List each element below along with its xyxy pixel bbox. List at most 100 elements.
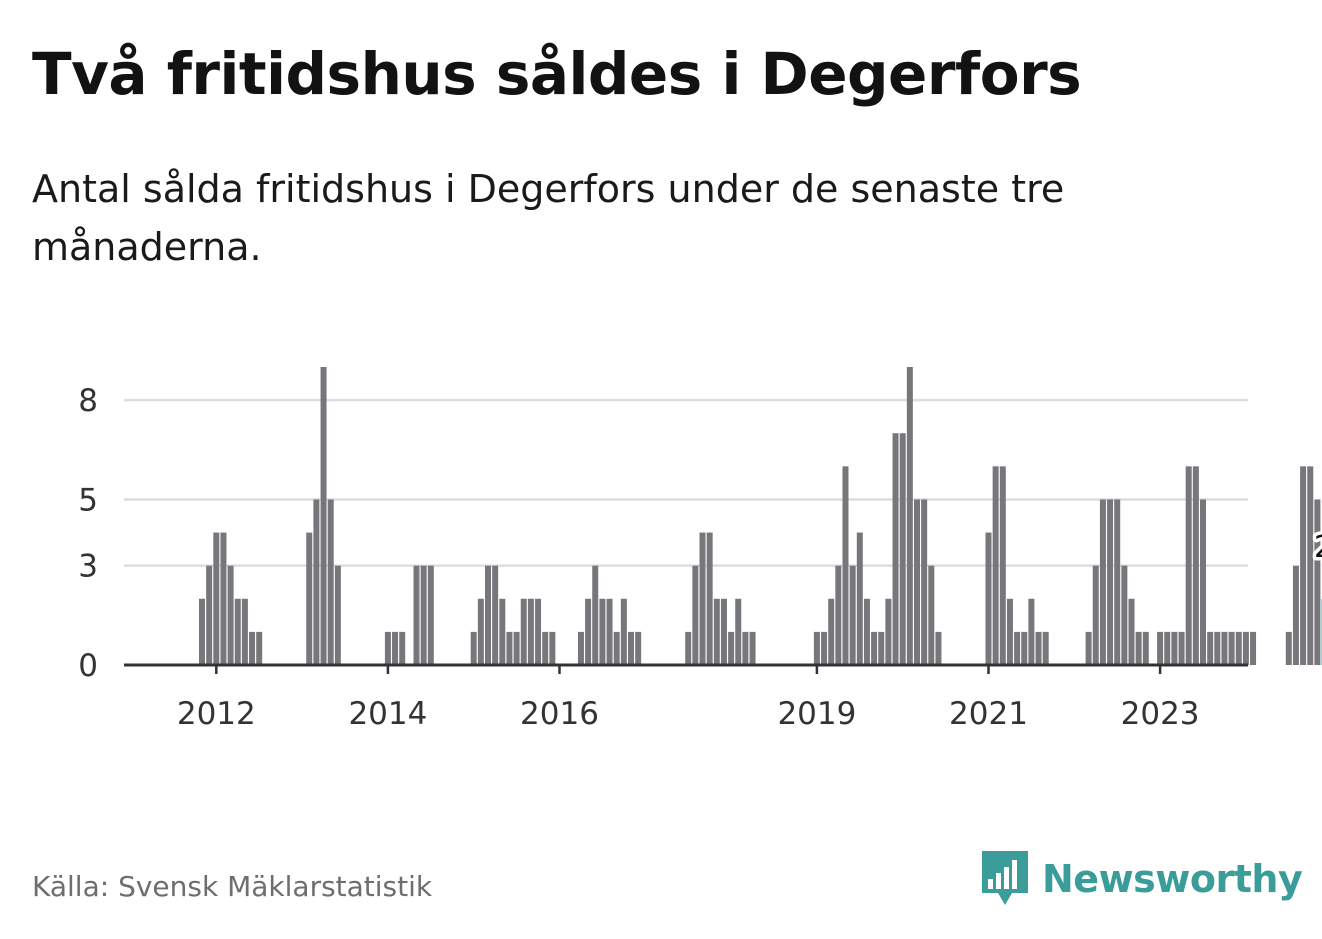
bar <box>327 499 334 665</box>
bar <box>1200 499 1206 665</box>
bar <box>577 631 584 665</box>
bar <box>1285 631 1292 665</box>
bar <box>692 565 699 665</box>
x-tick-label: 2012 <box>177 696 256 732</box>
bar <box>1171 631 1178 665</box>
bar <box>1300 466 1307 665</box>
bar <box>234 598 241 665</box>
x-tick-label: 2021 <box>949 696 1028 732</box>
x-tick-label: 2016 <box>520 696 599 732</box>
bar <box>549 631 556 665</box>
x-tick-label: 2023 <box>1121 696 1200 732</box>
bar <box>1235 631 1242 665</box>
y-tick-label: 8 <box>78 383 98 419</box>
bar <box>506 631 513 665</box>
bar <box>863 598 870 665</box>
bar <box>477 598 484 665</box>
bar <box>1185 466 1192 665</box>
bar <box>1142 631 1149 665</box>
bar <box>585 598 592 665</box>
bar <box>334 565 341 665</box>
grid-lines <box>124 398 1248 567</box>
bar <box>599 598 606 665</box>
bar <box>1221 631 1228 665</box>
bar <box>1035 631 1042 665</box>
bar <box>720 598 727 665</box>
bar <box>1292 565 1299 665</box>
bar <box>1178 631 1185 665</box>
bar <box>821 631 828 665</box>
bar <box>1228 631 1235 665</box>
bar <box>1307 466 1314 665</box>
bar <box>1135 631 1142 665</box>
source-note: Källa: Svensk Mäklarstatistik <box>32 870 433 903</box>
newsworthy-logo: Newsworthy <box>980 848 1303 910</box>
bar <box>906 367 913 665</box>
bar <box>999 466 1006 665</box>
bar <box>542 631 549 665</box>
bar <box>713 598 720 665</box>
bar <box>706 532 713 665</box>
bar <box>620 598 627 665</box>
bar <box>199 598 205 665</box>
bar <box>885 598 892 665</box>
bar <box>256 631 263 665</box>
bar <box>1107 499 1114 665</box>
bar <box>1250 631 1257 665</box>
bar <box>628 631 634 665</box>
chart-title: Två fritidshus såldes i Degerfors <box>32 40 1082 108</box>
bar <box>635 631 642 665</box>
bar <box>492 565 499 665</box>
bar <box>213 532 220 665</box>
x-tick-label: 2019 <box>777 696 856 732</box>
bar <box>813 631 820 665</box>
bar <box>1314 499 1321 665</box>
bar <box>1128 598 1135 665</box>
bar <box>1157 631 1164 665</box>
bar <box>613 631 620 665</box>
chart-subtitle: Antal sålda fritidshus i Degerfors under… <box>32 167 1065 269</box>
bar <box>892 433 899 665</box>
bar <box>928 565 935 665</box>
bar <box>535 598 542 665</box>
y-tick-label: 5 <box>78 482 98 518</box>
bar <box>749 631 756 665</box>
bar <box>320 367 327 665</box>
bar <box>227 565 234 665</box>
bar <box>899 433 906 665</box>
bar <box>1021 631 1028 665</box>
y-tick-label: 3 <box>78 549 98 585</box>
bar <box>384 631 391 665</box>
bar <box>313 499 320 665</box>
bar <box>992 466 999 665</box>
bar <box>856 532 863 665</box>
newsworthy-icon <box>982 851 1028 905</box>
bar <box>1092 565 1099 665</box>
bar <box>420 565 427 665</box>
bar <box>413 565 420 665</box>
bar <box>1099 499 1106 665</box>
bar <box>470 631 477 665</box>
bar <box>1042 631 1049 665</box>
bar <box>828 598 835 665</box>
bar <box>220 532 227 665</box>
bars <box>199 367 1322 665</box>
bar <box>392 631 399 665</box>
bar <box>1114 499 1121 665</box>
bar <box>835 565 842 665</box>
bar <box>842 466 849 665</box>
bar <box>1192 466 1199 665</box>
bar <box>742 631 749 665</box>
bar <box>878 631 885 665</box>
bar <box>1242 631 1249 665</box>
bar <box>914 499 920 665</box>
bar <box>520 598 527 665</box>
bar <box>241 598 248 665</box>
bar <box>1164 631 1171 665</box>
bar <box>871 631 878 665</box>
bar <box>985 532 992 665</box>
bar <box>485 565 491 665</box>
y-tick-label: 0 <box>78 648 98 684</box>
bar <box>399 631 406 665</box>
bar <box>849 565 856 665</box>
